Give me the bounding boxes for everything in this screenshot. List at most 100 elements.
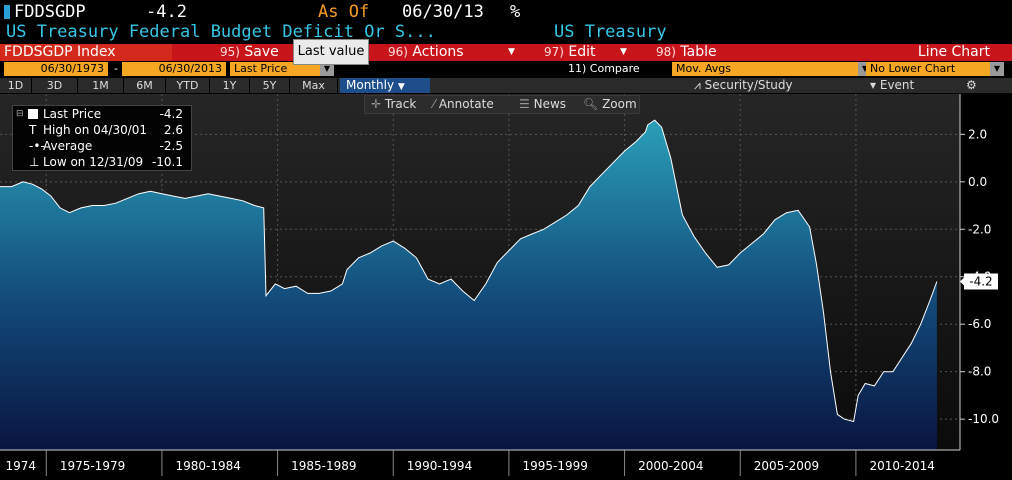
lower-chart-dropdown-icon[interactable]: ▼ bbox=[990, 62, 1004, 76]
save-shortcut: 95) bbox=[220, 45, 240, 59]
legend-row-last-price: Last Price -4.2 bbox=[13, 107, 191, 122]
chart-type-label[interactable]: Line Chart bbox=[917, 44, 990, 60]
actions-label: Actions bbox=[412, 44, 464, 60]
period-bar: 1D 3D 1M 6M YTD 1Y 5Y Max Monthly ▼ ⩘ Se… bbox=[0, 78, 1012, 93]
y-tick-label: 2.0 bbox=[968, 127, 987, 141]
period-5y[interactable]: 5Y bbox=[250, 78, 290, 93]
lower-chart-select[interactable]: No Lower Chart bbox=[866, 62, 990, 76]
save-button[interactable]: 95) Save bbox=[220, 44, 279, 61]
actions-shortcut: 96) bbox=[388, 45, 408, 59]
edit-dropdown-icon[interactable]: ▼ bbox=[620, 47, 627, 57]
period-6m[interactable]: 6M bbox=[124, 78, 166, 93]
x-tick-label: 1974 bbox=[6, 459, 37, 473]
edit-label: Edit bbox=[568, 44, 596, 60]
period-1m[interactable]: 1M bbox=[78, 78, 124, 93]
security-study-label: Security/Study bbox=[704, 78, 793, 92]
price-field-dropdown-icon[interactable]: ▼ bbox=[320, 62, 334, 76]
zoom-icon: 🔍︎ bbox=[583, 97, 599, 111]
y-tick-label: -6.0 bbox=[968, 317, 991, 331]
series-line bbox=[0, 119, 938, 423]
index-label[interactable]: FDDSGDP Index bbox=[0, 44, 172, 61]
x-tick-label: 1995-1999 bbox=[522, 459, 587, 473]
x-tick-label: 2005-2009 bbox=[754, 459, 819, 473]
table-shortcut: 98) bbox=[656, 45, 676, 59]
deficit-area-chart[interactable]: 2.00.0-2.0-4.0-6.0-8.0-10.0 19741975-197… bbox=[0, 94, 1012, 480]
frequency-select[interactable]: Monthly ▼ bbox=[340, 78, 430, 93]
last-price-swatch-icon bbox=[28, 109, 38, 119]
high-marker-icon: T bbox=[29, 123, 37, 137]
period-max[interactable]: Max bbox=[290, 78, 338, 93]
news-button[interactable]: ☰ News bbox=[519, 96, 566, 113]
legend-average-value: -2.5 bbox=[159, 139, 183, 153]
price-field-select[interactable]: Last Price bbox=[230, 62, 320, 76]
last-value-tooltip: Last value bbox=[293, 39, 369, 65]
x-tick-label: 2010-2014 bbox=[869, 459, 934, 473]
zoom-label: Zoom bbox=[602, 97, 637, 111]
legend-average-label: Average bbox=[43, 139, 93, 153]
event-button[interactable]: ▾ Event bbox=[870, 78, 914, 93]
pencil-icon: ⁄ bbox=[433, 97, 436, 111]
x-tick-label: 1990-1994 bbox=[407, 459, 472, 473]
y-tick-label: 0.0 bbox=[968, 175, 987, 189]
data-source: US Treasury bbox=[554, 22, 667, 42]
ticker-symbol: FDDSGDP bbox=[14, 2, 86, 22]
x-tick-label: 1975-1979 bbox=[60, 459, 125, 473]
last-value-box bbox=[964, 273, 998, 290]
legend-row-high: T High on 04/30/01 2.6 bbox=[13, 123, 191, 138]
legend-low-label: Low on 12/31/09 bbox=[43, 155, 144, 169]
end-date-input[interactable]: 06/30/2013 bbox=[122, 62, 226, 76]
low-marker-icon: ⊥ bbox=[29, 155, 40, 169]
legend-last-price-label: Last Price bbox=[43, 107, 102, 121]
news-label: News bbox=[533, 97, 567, 111]
table-label: Table bbox=[680, 44, 717, 60]
frequency-label: Monthly bbox=[346, 78, 395, 92]
save-label: Save bbox=[244, 44, 279, 60]
event-icon: ▾ bbox=[870, 78, 877, 92]
x-tick-label: 1985-1989 bbox=[291, 459, 356, 473]
track-button[interactable]: ✛ Track bbox=[371, 96, 416, 113]
crosshair-icon: ✛ bbox=[371, 97, 382, 111]
last-value: -4.2 bbox=[146, 2, 187, 22]
actions-button[interactable]: 96) Actions bbox=[388, 44, 464, 61]
chevron-down-icon: ▼ bbox=[397, 82, 405, 92]
edit-button[interactable]: 97) Edit bbox=[544, 44, 596, 61]
period-1d[interactable]: 1D bbox=[0, 78, 32, 93]
ticker-marker bbox=[4, 5, 10, 19]
period-ytd[interactable]: YTD bbox=[166, 78, 210, 93]
legend-last-price-value: -4.2 bbox=[159, 107, 183, 121]
y-axis: 2.00.0-2.0-4.0-6.0-8.0-10.0 bbox=[959, 94, 999, 450]
news-icon: ☰ bbox=[519, 97, 530, 111]
zoom-button[interactable]: 🔍︎ Zoom bbox=[583, 96, 637, 113]
security-study-button[interactable]: ⩘ Security/Study bbox=[694, 78, 793, 93]
last-value-marker: -4.2 bbox=[960, 273, 998, 290]
last-value-text: -4.2 bbox=[969, 274, 992, 288]
chart-legend: ⊟ Last Price -4.2 T High on 04/30/01 2.6… bbox=[12, 105, 192, 171]
table-button[interactable]: 98) Table bbox=[656, 44, 717, 61]
last-value-pointer bbox=[960, 276, 965, 287]
as-of-label: As Of bbox=[318, 2, 370, 22]
title-bar: FDDSGDP -4.2 As Of 06/30/13 % US Treasur… bbox=[0, 0, 1012, 44]
unit-label: % bbox=[510, 2, 521, 22]
annotate-button[interactable]: ⁄ Annotate bbox=[433, 96, 494, 113]
moving-averages-button[interactable]: Mov. Avgs bbox=[672, 62, 858, 76]
compare-button[interactable]: 11) Compare bbox=[568, 62, 640, 75]
menu-bar: FDDSGDP Index 95) Save 96) Actions ▼ 97)… bbox=[0, 44, 1012, 61]
event-label: Event bbox=[879, 78, 915, 92]
security-description: US Treasury Federal Budget Deficit Or S.… bbox=[6, 22, 436, 42]
start-date-input[interactable]: 06/30/1973 bbox=[4, 62, 108, 76]
period-1y[interactable]: 1Y bbox=[210, 78, 250, 93]
edit-shortcut: 97) bbox=[544, 45, 564, 59]
range-bar: 06/30/1973 - 06/30/2013 Last Price ▼ 11)… bbox=[0, 61, 1012, 77]
legend-high-value: 2.6 bbox=[163, 123, 183, 137]
legend-high-label: High on 04/30/01 bbox=[43, 123, 148, 137]
annotate-label: Annotate bbox=[438, 97, 494, 111]
actions-dropdown-icon[interactable]: ▼ bbox=[508, 47, 515, 57]
legend-row-low: ⊥ Low on 12/31/09 -10.1 bbox=[13, 155, 191, 170]
legend-collapse-icon[interactable]: ⊟ bbox=[16, 109, 24, 119]
y-tick-label: -8.0 bbox=[968, 365, 991, 379]
period-3d[interactable]: 3D bbox=[32, 78, 78, 93]
x-tick-label: 2000-2004 bbox=[638, 459, 703, 473]
y-tick-label: -10.0 bbox=[968, 412, 999, 426]
gear-icon[interactable]: ⚙ bbox=[966, 78, 977, 92]
legend-low-value: -10.1 bbox=[151, 155, 183, 169]
